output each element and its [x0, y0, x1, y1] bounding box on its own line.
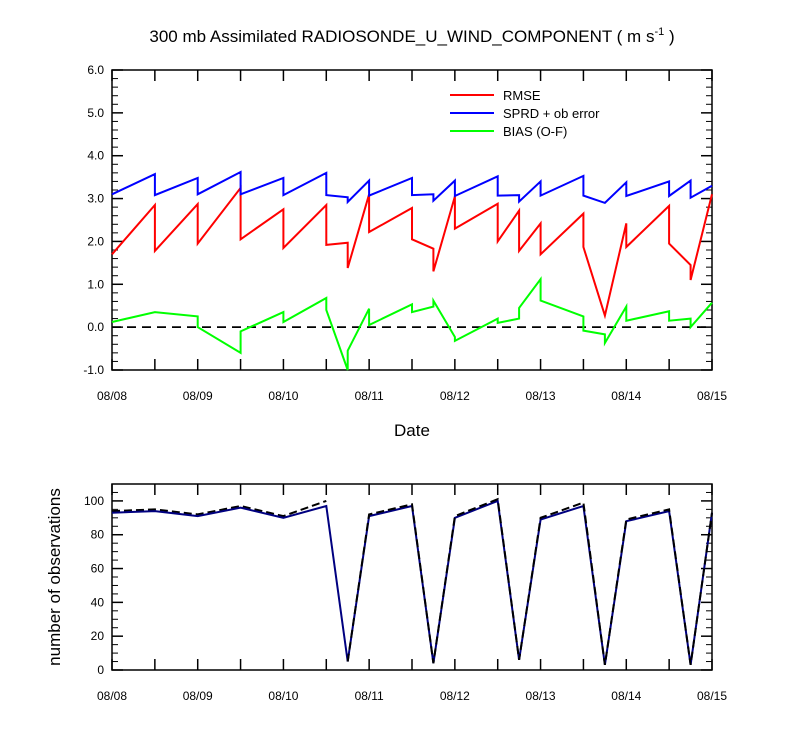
- bottom-panel: 08/08 08/09 08/10 08/11 08/12 08/13 08/14 08/15…: [84, 483, 727, 703]
- x-tick-label: 08/09: [183, 389, 213, 403]
- y-tick-label: 80: [91, 528, 105, 542]
- x-tick-label: 08/14: [611, 389, 641, 403]
- x-tick-label: 08/09: [183, 689, 213, 703]
- x-tick-label: 08/12: [440, 389, 470, 403]
- chart-title-main: 300 mb Assimilated RADIOSONDE_U_WIND_COM…: [149, 27, 654, 46]
- x-axis-title: Date: [394, 421, 430, 440]
- series-line-used: [111, 499, 713, 666]
- x-tick-label: 08/14: [611, 689, 641, 703]
- y-tick-label: 6.0: [87, 63, 104, 77]
- y-tick-label: 100: [84, 494, 104, 508]
- series-line-bias-o-f: [111, 276, 713, 371]
- x-tick-label: 08/11: [355, 689, 384, 703]
- x-tick-label: 08/08: [97, 389, 127, 403]
- x-tick-label: 08/11: [355, 389, 384, 403]
- y-tick-label: 0: [97, 663, 104, 677]
- top-panel: 08/08 08/09 08/10 08/11 08/12 08/13 08/14 08/15…: [83, 63, 727, 403]
- x-tick-label: 08/08: [97, 689, 127, 703]
- y-tick-label: 40: [91, 595, 105, 609]
- y-tick-label: 4.0: [87, 149, 104, 163]
- y-axis-title-observations: number of observations: [45, 488, 64, 666]
- legend: RMSE SPRD + ob error BIAS (O-F): [450, 88, 600, 139]
- y-tick-label: 3.0: [87, 192, 104, 206]
- y-tick-label: 60: [91, 562, 105, 576]
- x-tick-label: 08/13: [526, 689, 556, 703]
- series-line-possible: [111, 499, 327, 518]
- x-tick-label: 08/15: [697, 689, 727, 703]
- y-tick-label: 0.0: [87, 320, 104, 334]
- x-tick-label: 08/10: [268, 389, 298, 403]
- x-tick-label: 08/13: [526, 389, 556, 403]
- y-tick-label: 5.0: [87, 106, 104, 120]
- series-line-possible-late: [346, 497, 713, 666]
- legend-label: RMSE: [503, 88, 541, 103]
- y-tick-label: -1.0: [83, 363, 104, 377]
- series-line-sprd-ob-error: [111, 170, 713, 205]
- legend-label: BIAS (O-F): [503, 124, 567, 139]
- y-tick-label: 1.0: [87, 277, 104, 291]
- series-line-rmse: [111, 184, 713, 320]
- x-tick-label: 08/15: [697, 389, 727, 403]
- chart-title: 300 mb Assimilated RADIOSONDE_U_WIND_COM…: [149, 26, 674, 46]
- y-tick-label: 2.0: [87, 234, 104, 248]
- x-tick-label: 08/10: [268, 689, 298, 703]
- x-tick-label: 08/12: [440, 689, 470, 703]
- chart-title-unit-exponent: -1: [654, 26, 664, 38]
- chart-title-end: ): [664, 27, 674, 46]
- legend-label: SPRD + ob error: [503, 106, 600, 121]
- y-tick-label: 20: [91, 629, 105, 643]
